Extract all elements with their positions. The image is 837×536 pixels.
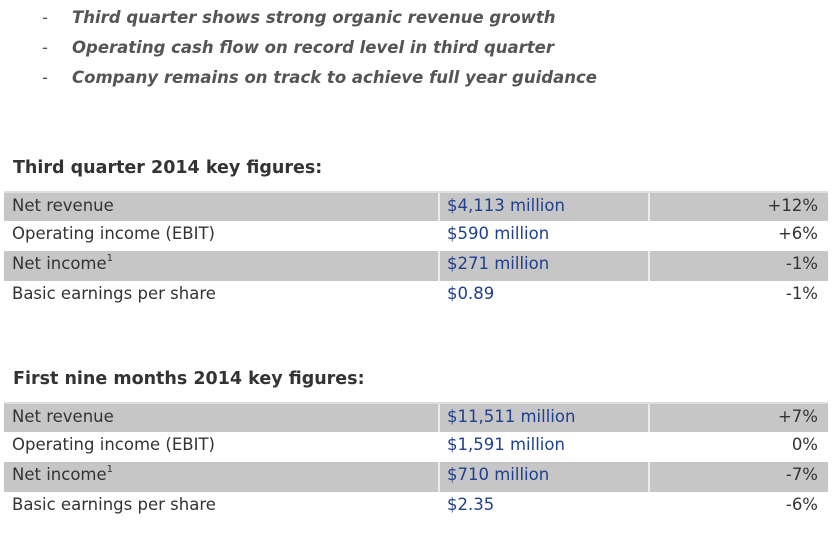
q3-section-title: Third quarter 2014 key figures: bbox=[13, 158, 323, 178]
table-row: Net income1 $271 million -1% bbox=[4, 251, 828, 281]
row-change: 0% bbox=[791, 435, 818, 454]
row-label: Net revenue bbox=[4, 404, 440, 432]
nine-months-key-figures-table: Net revenue $11,511 million +7% Operatin… bbox=[4, 402, 828, 522]
table-row: Basic earnings per share $0.89 -1% bbox=[4, 281, 828, 311]
row-value: $1,591 million bbox=[447, 435, 565, 454]
row-label: Basic earnings per share bbox=[12, 495, 216, 514]
row-label: Operating income (EBIT) bbox=[12, 224, 215, 243]
bullet-dash: - bbox=[42, 8, 48, 27]
row-change: -1% bbox=[785, 254, 818, 273]
table-row: Net income1 $710 million -7% bbox=[4, 462, 828, 492]
footnote-marker: 1 bbox=[106, 252, 114, 264]
nine-months-section-title: First nine months 2014 key figures: bbox=[13, 369, 365, 389]
table-row: Basic earnings per share $2.35 -6% bbox=[4, 492, 828, 522]
row-label: Operating income (EBIT) bbox=[12, 435, 215, 454]
table-row: Net revenue $11,511 million +7% bbox=[4, 402, 828, 432]
q3-key-figures-table: Net revenue $4,113 million +12% Operatin… bbox=[4, 191, 828, 311]
row-value: $11,511 million bbox=[440, 404, 650, 432]
bullet-dash: - bbox=[42, 38, 48, 57]
row-value: $710 million bbox=[440, 462, 650, 492]
highlight-item: - Third quarter shows strong organic rev… bbox=[0, 5, 837, 35]
bullet-dash: - bbox=[42, 68, 48, 87]
row-value: $590 million bbox=[447, 224, 550, 243]
row-change: -7% bbox=[785, 465, 818, 484]
row-change: +7% bbox=[777, 407, 818, 426]
row-value: $4,113 million bbox=[440, 193, 650, 221]
row-value: $0.89 bbox=[447, 284, 495, 303]
table-row: Net revenue $4,113 million +12% bbox=[4, 191, 828, 221]
row-label: Net income1 bbox=[4, 251, 440, 281]
row-label: Basic earnings per share bbox=[12, 284, 216, 303]
row-value: $271 million bbox=[440, 251, 650, 281]
highlight-item: - Operating cash flow on record level in… bbox=[0, 35, 837, 65]
highlight-text: Company remains on track to achieve full… bbox=[72, 68, 597, 87]
highlight-text: Third quarter shows strong organic reven… bbox=[72, 8, 556, 27]
highlight-item: - Company remains on track to achieve fu… bbox=[0, 65, 837, 95]
table-row: Operating income (EBIT) $1,591 million 0… bbox=[4, 432, 828, 462]
row-label: Net revenue bbox=[4, 193, 440, 221]
row-change: +12% bbox=[767, 196, 819, 215]
row-change: -1% bbox=[785, 284, 818, 303]
row-change: +6% bbox=[777, 224, 818, 243]
highlights-list: - Third quarter shows strong organic rev… bbox=[0, 5, 837, 95]
highlight-text: Operating cash flow on record level in t… bbox=[72, 38, 555, 57]
row-label: Net income1 bbox=[4, 462, 440, 492]
row-value: $2.35 bbox=[447, 495, 495, 514]
table-row: Operating income (EBIT) $590 million +6% bbox=[4, 221, 828, 251]
row-change: -6% bbox=[785, 495, 818, 514]
footnote-marker: 1 bbox=[106, 463, 114, 475]
